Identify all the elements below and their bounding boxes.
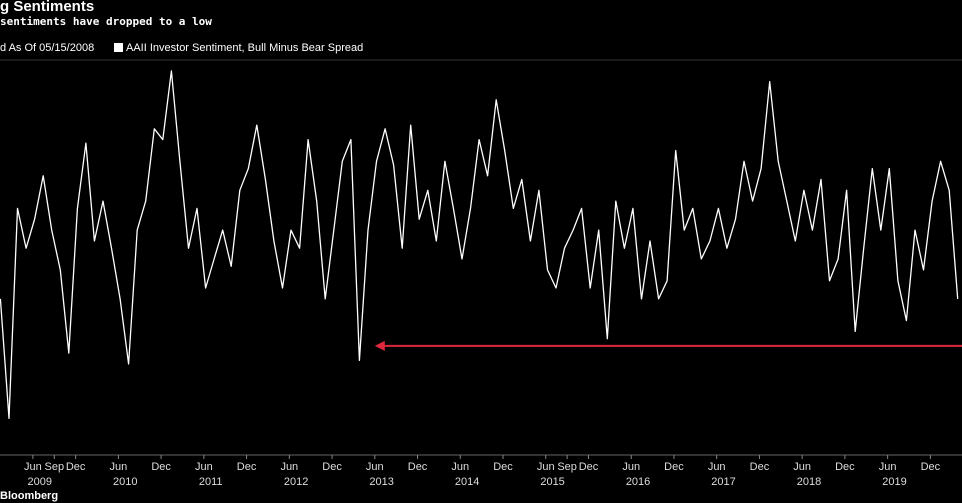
x-tick-label: Jun — [622, 461, 640, 473]
x-tick-label: Jun — [110, 461, 128, 473]
x-tick-label: Sep — [44, 461, 64, 473]
x-tick-label: Jun — [537, 461, 555, 473]
year-label: 2013 — [369, 476, 393, 488]
year-label: 2016 — [626, 476, 650, 488]
x-tick-label: Jun — [451, 461, 469, 473]
source: Bloomberg — [0, 490, 58, 502]
year-label: 2014 — [455, 476, 479, 488]
chart-title: g Sentiments — [0, 0, 94, 15]
x-tick-label: Dec — [151, 461, 171, 473]
x-tick-label: Dec — [750, 461, 770, 473]
x-tick-label: Jun — [708, 461, 726, 473]
x-tick-label: Jun — [879, 461, 897, 473]
x-tick-label: Jun — [793, 461, 811, 473]
chart-subtitle: sentiments have dropped to a low — [0, 15, 212, 28]
x-tick-label: Dec — [237, 461, 257, 473]
year-label: 2019 — [882, 476, 906, 488]
x-tick-label: Dec — [322, 461, 342, 473]
year-label: 2010 — [113, 476, 137, 488]
year-label: 2018 — [797, 476, 821, 488]
year-label: 2012 — [284, 476, 308, 488]
x-tick-label: Dec — [408, 461, 428, 473]
x-tick-label: Dec — [835, 461, 855, 473]
x-tick-label: Dec — [66, 461, 86, 473]
legend-label: AAII Investor Sentiment, Bull Minus Bear… — [126, 42, 363, 54]
year-label: 2009 — [28, 476, 52, 488]
x-tick-label: Dec — [493, 461, 513, 473]
x-tick-label: Sep — [557, 461, 577, 473]
line — [0, 70, 959, 419]
year-label: 2015 — [540, 476, 564, 488]
x-tick-label: Dec — [579, 461, 599, 473]
year-label: 2011 — [199, 476, 223, 488]
x-tick-label: Dec — [664, 461, 684, 473]
year-label: 2017 — [711, 476, 735, 488]
x-tick-label: Jun — [280, 461, 298, 473]
arrow-head — [374, 340, 385, 351]
x-tick-label: Jun — [366, 461, 384, 473]
legend-note: d As Of 05/15/2008 — [0, 42, 94, 54]
x-tick-label: Jun — [24, 461, 42, 473]
x-tick-label: Jun — [195, 461, 213, 473]
legend-swatch — [114, 43, 123, 52]
x-tick-label: Dec — [921, 461, 941, 473]
